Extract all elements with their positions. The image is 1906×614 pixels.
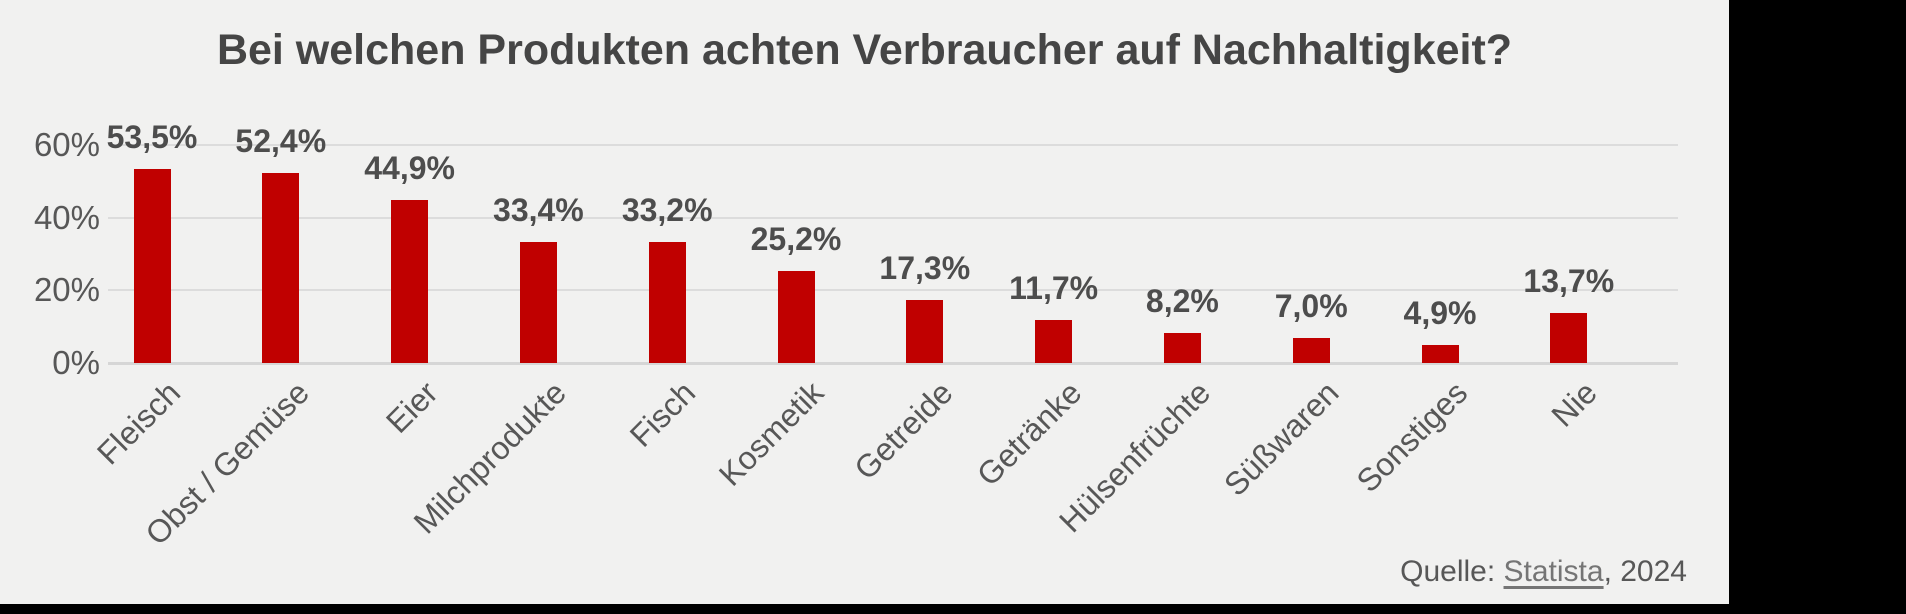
bar [391,199,429,363]
bar-value-label: 11,7% [1009,270,1099,307]
bar-value-label: 53,5% [106,118,198,155]
bar [519,241,557,363]
chart-title: Bei welchen Produkten achten Verbraucher… [216,26,1513,74]
bar-value-label: 33,4% [493,191,584,228]
category-label: Getränke [969,374,1089,493]
bar-value-label: 17,3% [879,250,971,287]
category-label: Eier [378,374,445,440]
bar-value-label: 4,9% [1403,295,1477,332]
bar-value-label: 44,9% [364,149,455,186]
bar [1163,333,1201,363]
category-label: Nie [1544,374,1604,434]
gridline [108,216,1678,219]
bar [1550,313,1588,363]
y-axis-tick-label: 20% [33,271,100,309]
category-label: Fleisch [89,374,187,472]
bar-value-label: 8,2% [1145,283,1219,320]
bar [906,300,944,363]
bar [133,168,171,363]
bar-value-label: 52,4% [235,122,327,159]
category-label: Süßwaren [1217,374,1346,503]
category-label: Sonstiges [1349,374,1475,500]
bar-value-label: 13,7% [1523,263,1615,300]
plot-area: 0% 20% 40% 60% 53,5% Fleisch 52,4% Obst / Gemüs… [33,118,1678,552]
bar [262,172,300,363]
category-label: Kosmetik [712,374,831,493]
bar [1292,337,1330,363]
y-axis-tick-label: 0% [52,344,100,381]
bar-value-label: 25,2% [750,221,842,258]
bar-value-label: 33,2% [621,192,713,229]
gridline [108,289,1678,292]
statista-link[interactable]: Statista [1503,555,1604,588]
bar [1035,320,1073,363]
gridline [108,144,1678,146]
y-axis-tick-label: 60% [33,126,100,163]
source-note: Quelle: Statista, 2024 [1400,552,1687,592]
source-suffix: , 2024 [1603,555,1687,588]
category-label: Fisch [622,374,702,454]
bar [777,271,815,363]
x-axis-baseline [108,362,1678,365]
bar [648,242,686,363]
bar [1421,345,1459,363]
bar-value-label: 7,0% [1274,287,1348,324]
category-label: Getreide [847,374,960,487]
chart-canvas: Bei welchen Produkten achten Verbraucher… [0,0,1729,604]
y-axis-tick-label: 40% [33,198,100,236]
source-prefix: Quelle: [1400,555,1504,588]
